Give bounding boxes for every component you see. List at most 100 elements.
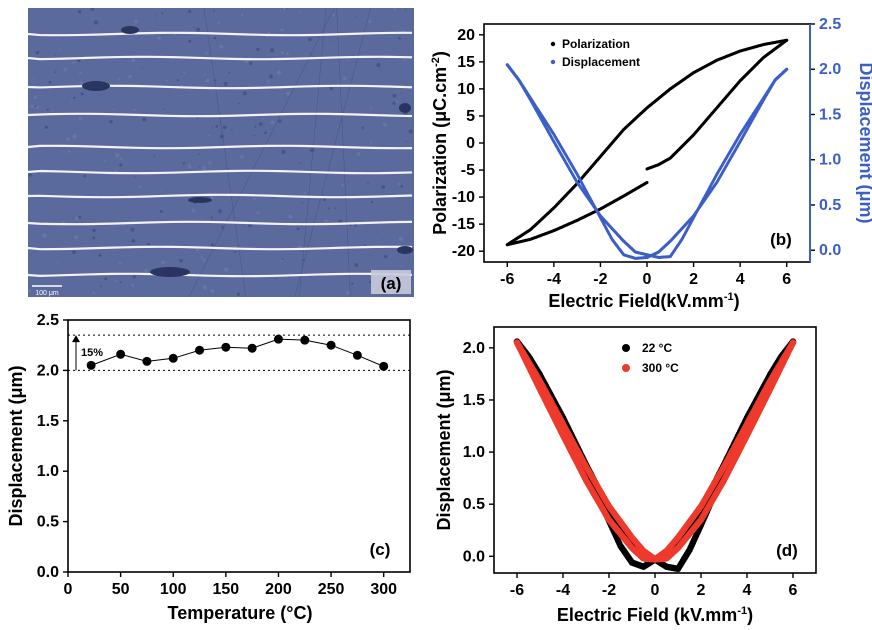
- micro-speck: [400, 185, 404, 188]
- micro-speck: [210, 216, 213, 219]
- micro-speck: [219, 134, 224, 139]
- panel-b-y-tick-label-6: 10: [457, 81, 475, 98]
- annotation-arrowhead: [72, 335, 80, 343]
- micro-speck: [147, 242, 150, 246]
- micro-pore: [150, 267, 190, 277]
- micro-speck: [119, 281, 122, 284]
- panel-d-y-tick-label-2: 1.0: [463, 444, 485, 461]
- panel-c-y-axis-label: Displacement (μm): [6, 365, 26, 526]
- panel-c-x-tick-label-2: 100: [160, 581, 187, 598]
- micro-speck: [242, 91, 247, 96]
- micro-speck: [354, 262, 359, 267]
- panel-b-x-tick-label-4: 2: [689, 271, 698, 288]
- data-point: [142, 356, 152, 366]
- micro-speck: [269, 74, 273, 79]
- micro-speck: [392, 93, 397, 98]
- micro-speck: [141, 295, 143, 297]
- panel-c-y-tick-label-5: 2.5: [37, 312, 59, 329]
- micro-speck: [234, 250, 237, 253]
- electrode-line: [28, 112, 413, 118]
- micro-speck: [133, 108, 136, 112]
- panel-d-y-tick-label-1: 0.5: [463, 496, 485, 513]
- panel-b-x-tick-label-2: -2: [593, 271, 607, 288]
- panel-d-y-tick-label-3: 1.5: [463, 392, 485, 409]
- micro-speck: [183, 71, 186, 74]
- panel-d-x-tick-label-1: -4: [556, 582, 570, 599]
- micro-speck: [342, 76, 347, 81]
- micro-speck: [44, 125, 49, 129]
- panel-b-y-tick-label-5: 5: [466, 108, 475, 125]
- micro-speck: [66, 137, 70, 141]
- micro-speck: [202, 285, 207, 290]
- micro-speck: [141, 66, 143, 68]
- micro-speck: [34, 105, 37, 108]
- micro-speck: [400, 265, 403, 268]
- micro-speck: [403, 58, 406, 61]
- panel-d: -6 -4 -2 0 2 4 6 0.0 0.5 1.0 1.5 2.0 22 °C 300 °C (…: [434, 326, 817, 625]
- micro-speck: [51, 109, 54, 112]
- micro-speck: [361, 126, 365, 129]
- electrode-line: [28, 144, 413, 150]
- micro-speck: [109, 120, 113, 124]
- micro-speck: [381, 185, 386, 189]
- data-point-polarization: [645, 180, 649, 184]
- data-point: [352, 350, 362, 360]
- panel-d-y-tick-label-0: 0.0: [463, 548, 485, 565]
- micro-speck: [77, 58, 81, 63]
- series-line: [90, 338, 384, 367]
- panel-b-y-tick-label-0: -20: [452, 243, 475, 260]
- micro-speck: [355, 16, 357, 18]
- micro-speck: [160, 189, 162, 191]
- micro-speck: [74, 235, 79, 240]
- micro-speck: [377, 238, 379, 241]
- micro-speck: [286, 91, 291, 96]
- micro-speck: [240, 13, 244, 17]
- panel-d-x-tick-label-3: 0: [651, 582, 660, 599]
- micro-speck: [153, 154, 156, 157]
- legend-marker-22c: [622, 344, 630, 352]
- panel-b-y-tick-label-4: 0: [466, 135, 475, 152]
- panel-d-x-tick-label-6: 6: [789, 582, 798, 599]
- data-point: [326, 340, 336, 350]
- micro-speck: [324, 219, 328, 223]
- micro-speck: [406, 140, 408, 143]
- micro-speck: [405, 8, 407, 11]
- micro-speck: [99, 285, 102, 288]
- micro-speck: [198, 166, 200, 168]
- micro-speck: [370, 201, 373, 204]
- panel-b-y-tick-label-8: 20: [457, 27, 475, 44]
- panel-b-ticks: -6 -4 -2 0 2 4 6-20-15-10-5051015200.00.51.01.…: [452, 16, 841, 288]
- micro-speck: [58, 48, 61, 51]
- micro-speck: [117, 77, 120, 81]
- legend-marker-displacement: [550, 59, 556, 65]
- micro-speck: [70, 102, 73, 104]
- micro-speck: [329, 86, 333, 91]
- micro-pore: [82, 81, 110, 91]
- micro-pore: [188, 197, 212, 203]
- micro-speck: [30, 104, 35, 109]
- micro-speck: [285, 52, 289, 56]
- micro-speck: [211, 127, 214, 129]
- micro-speck: [262, 118, 265, 120]
- micro-speck: [93, 20, 99, 25]
- micro-speck: [72, 96, 76, 100]
- panel-b: -6 -4 -2 0 2 4 6-20-15-10-5051015200.00.51.01.…: [430, 16, 872, 311]
- micro-speck: [231, 279, 233, 282]
- micro-speck: [104, 277, 108, 281]
- micro-speck: [367, 44, 369, 47]
- panel-c-x-tick-label-4: 200: [265, 581, 292, 598]
- panel-d-x-tick-label-5: 4: [743, 582, 752, 599]
- micro-speck: [36, 105, 40, 109]
- panel-c-y-tick-label-4: 2.0: [37, 362, 59, 379]
- micro-speck: [202, 165, 207, 170]
- panel-b-y2-axis-label: Displacement (μm): [856, 62, 872, 223]
- micro-speck: [395, 100, 399, 104]
- micro-speck: [308, 37, 312, 42]
- micro-speck: [383, 254, 388, 259]
- micro-speck: [98, 253, 102, 257]
- panel-b-x-tick-label-6: 6: [782, 271, 791, 288]
- micro-speck: [288, 214, 293, 219]
- micro-speck: [376, 62, 381, 68]
- micro-speck: [224, 267, 229, 272]
- panel-c-ticks: 0 50 100 150 200 250 300 0.0 0.5 1.0 1.5 2.0 2.5: [37, 312, 397, 598]
